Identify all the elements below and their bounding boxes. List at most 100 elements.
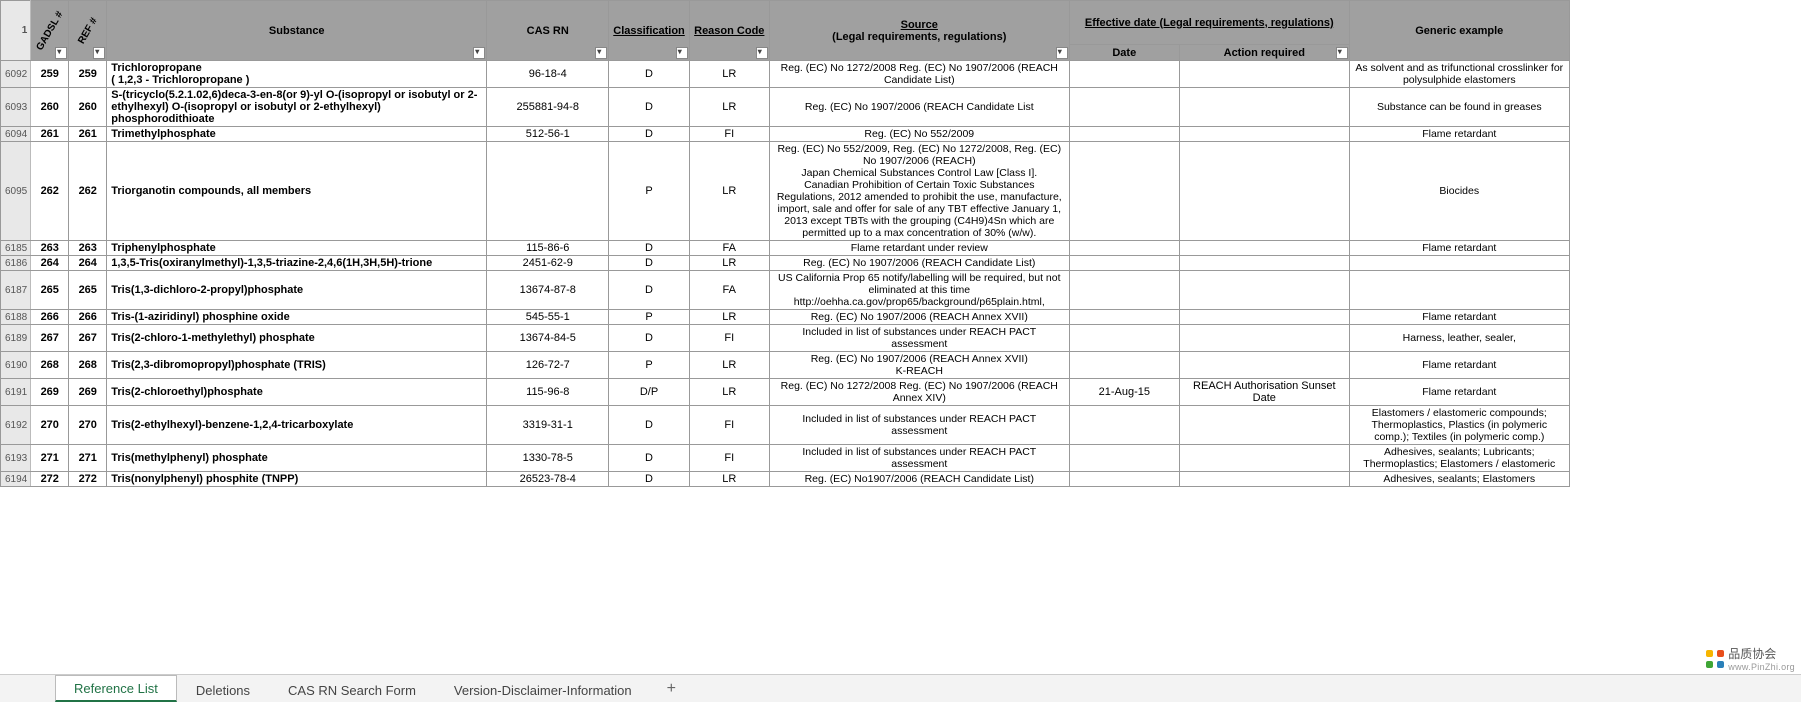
cell-substance[interactable]: Tris(2-ethylhexyl)-benzene-1,2,4-tricarb…: [107, 406, 487, 445]
cell-ref[interactable]: 268: [69, 352, 107, 379]
cell-action[interactable]: [1179, 352, 1349, 379]
cell-gadsl[interactable]: 269: [31, 379, 69, 406]
cell-cas[interactable]: 512-56-1: [487, 127, 609, 142]
cell-substance[interactable]: Tris(nonylphenyl) phosphite (TNPP): [107, 472, 487, 487]
cell-cas[interactable]: 115-86-6: [487, 241, 609, 256]
cell-gadsl[interactable]: 262: [31, 142, 69, 241]
cell-ref[interactable]: 267: [69, 325, 107, 352]
col-header-substance[interactable]: Substance: [107, 1, 487, 61]
cell-generic[interactable]: As solvent and as trifunctional crosslin…: [1349, 61, 1569, 88]
cell-generic[interactable]: Biocides: [1349, 142, 1569, 241]
cell-cas[interactable]: 96-18-4: [487, 61, 609, 88]
cell-action[interactable]: [1179, 142, 1349, 241]
cell-date[interactable]: [1069, 88, 1179, 127]
cell-cas[interactable]: 545-55-1: [487, 310, 609, 325]
cell-gadsl[interactable]: 265: [31, 271, 69, 310]
cell-source[interactable]: US California Prop 65 notify/labelling w…: [769, 271, 1069, 310]
cell-ref[interactable]: 265: [69, 271, 107, 310]
table-row[interactable]: 6193271271Tris(methylphenyl) phosphate13…: [1, 445, 1570, 472]
table-row[interactable]: 6187265265Tris(1,3-dichloro-2-propyl)pho…: [1, 271, 1570, 310]
cell-cas[interactable]: 2451-62-9: [487, 256, 609, 271]
filter-icon[interactable]: [595, 47, 607, 59]
cell-action[interactable]: [1179, 256, 1349, 271]
cell-ref[interactable]: 271: [69, 445, 107, 472]
cell-classification[interactable]: D: [609, 472, 690, 487]
col-header-ref[interactable]: REF #: [69, 1, 107, 61]
cell-ref[interactable]: 264: [69, 256, 107, 271]
cell-reason[interactable]: FA: [689, 241, 769, 256]
cell-generic[interactable]: Flame retardant: [1349, 352, 1569, 379]
cell-gadsl[interactable]: 268: [31, 352, 69, 379]
cell-classification[interactable]: P: [609, 142, 690, 241]
tab-version-disclaimer[interactable]: Version-Disclaimer-Information: [435, 677, 651, 702]
table-row[interactable]: 6092259259Trichloropropane( 1,2,3 - Tric…: [1, 61, 1570, 88]
cell-substance[interactable]: Tris(2-chloro-1-methylethyl) phosphate: [107, 325, 487, 352]
cell-generic[interactable]: Adhesives, sealants; Elastomers: [1349, 472, 1569, 487]
cell-source[interactable]: Reg. (EC) No 552/2009: [769, 127, 1069, 142]
col-header-action[interactable]: Action required: [1179, 45, 1349, 61]
cell-reason[interactable]: FI: [689, 445, 769, 472]
filter-icon[interactable]: [55, 47, 67, 59]
table-row[interactable]: 6093260260S-(tricyclo(5.2.1.02,6)deca-3-…: [1, 88, 1570, 127]
cell-source[interactable]: Reg. (EC) No 1907/2006 (REACH Annex XVII…: [769, 352, 1069, 379]
cell-classification[interactable]: D: [609, 241, 690, 256]
cell-cas[interactable]: 26523-78-4: [487, 472, 609, 487]
cell-ref[interactable]: 270: [69, 406, 107, 445]
cell-cas[interactable]: 126-72-7: [487, 352, 609, 379]
cell-substance[interactable]: Trimethylphosphate: [107, 127, 487, 142]
cell-classification[interactable]: D: [609, 406, 690, 445]
cell-date[interactable]: [1069, 325, 1179, 352]
cell-substance[interactable]: Tris(2-chloroethyl)phosphate: [107, 379, 487, 406]
cell-cas[interactable]: [487, 142, 609, 241]
table-row[interactable]: 6194272272Tris(nonylphenyl) phosphite (T…: [1, 472, 1570, 487]
cell-classification[interactable]: D: [609, 88, 690, 127]
cell-date[interactable]: 21-Aug-15: [1069, 379, 1179, 406]
cell-ref[interactable]: 263: [69, 241, 107, 256]
tab-reference-list[interactable]: Reference List: [55, 675, 177, 702]
cell-classification[interactable]: P: [609, 352, 690, 379]
cell-action[interactable]: [1179, 88, 1349, 127]
col-header-cas[interactable]: CAS RN: [487, 1, 609, 61]
cell-reason[interactable]: LR: [689, 310, 769, 325]
cell-source[interactable]: Included in list of substances under REA…: [769, 406, 1069, 445]
cell-cas[interactable]: 255881-94-8: [487, 88, 609, 127]
table-row[interactable]: 6191269269Tris(2-chloroethyl)phosphate11…: [1, 379, 1570, 406]
cell-generic[interactable]: Flame retardant: [1349, 379, 1569, 406]
cell-source[interactable]: Flame retardant under review: [769, 241, 1069, 256]
cell-reason[interactable]: LR: [689, 352, 769, 379]
cell-gadsl[interactable]: 267: [31, 325, 69, 352]
filter-icon[interactable]: [1056, 47, 1068, 59]
cell-ref[interactable]: 261: [69, 127, 107, 142]
cell-gadsl[interactable]: 260: [31, 88, 69, 127]
cell-generic[interactable]: Flame retardant: [1349, 241, 1569, 256]
cell-cas[interactable]: 13674-84-5: [487, 325, 609, 352]
cell-source[interactable]: Reg. (EC) No1907/2006 (REACH Candidate L…: [769, 472, 1069, 487]
col-header-date[interactable]: Date: [1069, 45, 1179, 61]
cell-classification[interactable]: D: [609, 445, 690, 472]
table-row[interactable]: 6094261261Trimethylphosphate512-56-1DFIR…: [1, 127, 1570, 142]
cell-date[interactable]: [1069, 352, 1179, 379]
cell-substance[interactable]: Triphenylphosphate: [107, 241, 487, 256]
cell-cas[interactable]: 115-96-8: [487, 379, 609, 406]
cell-generic[interactable]: Substance can be found in greases: [1349, 88, 1569, 127]
cell-gadsl[interactable]: 271: [31, 445, 69, 472]
col-header-classification[interactable]: Classification: [609, 1, 690, 61]
cell-classification[interactable]: D: [609, 61, 690, 88]
cell-date[interactable]: [1069, 310, 1179, 325]
cell-action[interactable]: REACH Authorisation Sunset Date: [1179, 379, 1349, 406]
cell-action[interactable]: [1179, 61, 1349, 88]
cell-date[interactable]: [1069, 256, 1179, 271]
cell-generic[interactable]: Adhesives, sealants; Lubricants; Thermop…: [1349, 445, 1569, 472]
cell-classification[interactable]: D: [609, 325, 690, 352]
cell-generic[interactable]: Flame retardant: [1349, 310, 1569, 325]
cell-reason[interactable]: LR: [689, 256, 769, 271]
table-row[interactable]: 6190268268Tris(2,3-dibromopropyl)phospha…: [1, 352, 1570, 379]
filter-icon[interactable]: [473, 47, 485, 59]
cell-cas[interactable]: 1330-78-5: [487, 445, 609, 472]
cell-cas[interactable]: 3319-31-1: [487, 406, 609, 445]
cell-action[interactable]: [1179, 310, 1349, 325]
cell-reason[interactable]: LR: [689, 472, 769, 487]
cell-gadsl[interactable]: 263: [31, 241, 69, 256]
add-sheet-button[interactable]: +: [651, 676, 692, 702]
cell-source[interactable]: Included in list of substances under REA…: [769, 445, 1069, 472]
